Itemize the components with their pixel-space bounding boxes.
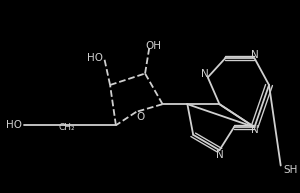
Text: HO: HO bbox=[88, 53, 103, 63]
Text: OH: OH bbox=[146, 41, 162, 51]
Text: N: N bbox=[216, 150, 223, 160]
Text: O: O bbox=[136, 112, 144, 122]
Text: HO: HO bbox=[6, 120, 22, 130]
Text: N: N bbox=[250, 125, 258, 135]
Text: N: N bbox=[250, 50, 258, 60]
Text: N: N bbox=[201, 69, 209, 80]
Text: CH₂: CH₂ bbox=[58, 123, 75, 132]
Text: SH: SH bbox=[283, 165, 297, 175]
